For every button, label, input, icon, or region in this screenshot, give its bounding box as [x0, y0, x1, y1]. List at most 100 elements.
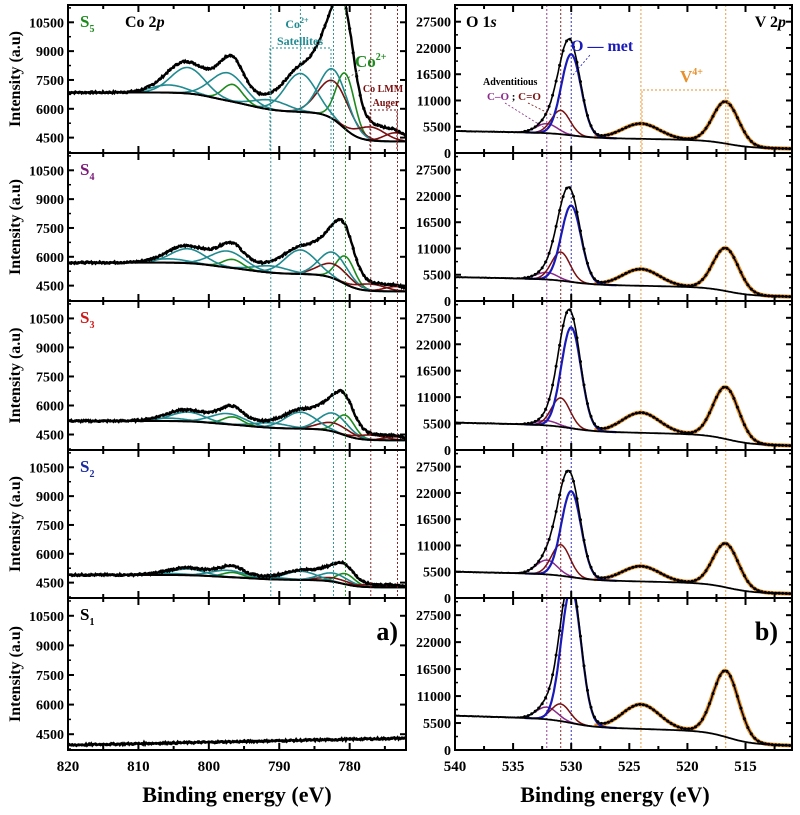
data-point — [235, 565, 239, 569]
c-eq-o-pointer — [527, 102, 559, 119]
data-point — [579, 634, 582, 638]
data-point — [523, 129, 527, 133]
data-point — [383, 583, 387, 587]
data-point — [365, 430, 369, 434]
data-point — [669, 280, 673, 284]
data-point — [742, 574, 746, 578]
data-point — [572, 45, 575, 49]
data-point — [115, 419, 119, 423]
satellites-label-2: Satellites — [277, 34, 323, 48]
data-point — [683, 431, 687, 435]
data-point — [133, 742, 137, 746]
data-point — [386, 736, 390, 741]
data-point — [662, 130, 666, 134]
data-point — [295, 738, 299, 743]
data-point — [277, 739, 281, 743]
data-point — [613, 422, 617, 426]
y-tick-label: 5500 — [423, 418, 451, 433]
x-tick-label: 530 — [560, 759, 583, 775]
data-point — [77, 90, 81, 95]
data-point — [196, 409, 200, 413]
x-tick-label: 800 — [198, 759, 221, 775]
data-point — [238, 247, 243, 251]
data-point — [305, 568, 309, 572]
data-point — [189, 60, 193, 64]
data-point — [763, 294, 767, 297]
data-point — [393, 434, 397, 438]
data-point — [372, 432, 376, 436]
subplot-frame — [67, 152, 407, 302]
data-point — [739, 567, 743, 570]
data-point — [355, 416, 359, 420]
data-point — [249, 85, 253, 89]
data-point — [547, 251, 551, 255]
data-point — [547, 397, 551, 401]
o-v-subplot-s5: 0 5500 11000 16500 22000 27500 — [416, 4, 793, 162]
data-point — [390, 283, 394, 287]
data-point — [210, 247, 214, 251]
data-point — [599, 280, 603, 284]
data-point — [711, 556, 715, 560]
data-point — [753, 142, 757, 146]
data-point — [196, 63, 200, 67]
data-point — [596, 279, 600, 283]
data-point — [326, 227, 331, 231]
y-tick-label: 7500 — [36, 222, 64, 237]
data-point — [725, 542, 729, 546]
data-point — [655, 273, 659, 277]
data-point — [760, 741, 764, 745]
data-point — [147, 417, 151, 421]
data-point — [547, 687, 551, 691]
data-point — [638, 411, 642, 415]
data-point — [551, 673, 555, 677]
data-point — [358, 737, 362, 741]
data-point — [735, 694, 739, 698]
data-point — [270, 574, 274, 578]
component-peak-auger — [68, 79, 405, 143]
data-point — [659, 275, 663, 279]
data-point — [112, 419, 116, 423]
data-point — [589, 124, 593, 128]
data-point — [316, 738, 320, 742]
data-point — [182, 244, 186, 248]
data-point — [526, 569, 530, 572]
data-point — [319, 234, 324, 239]
data-point — [586, 688, 589, 692]
data-point — [260, 419, 264, 423]
data-point — [683, 727, 687, 731]
y-tick-label: 5500 — [423, 717, 451, 732]
data-point — [302, 243, 306, 247]
left-xlabel: Binding energy (eV) — [142, 782, 331, 807]
y-tick-label: 9000 — [36, 193, 64, 208]
data-point — [586, 554, 589, 558]
data-point — [579, 360, 582, 364]
data-point — [704, 710, 708, 714]
data-point — [108, 260, 112, 265]
data-point — [129, 742, 133, 746]
data-point — [383, 125, 387, 129]
x-tick-label: 520 — [676, 759, 699, 775]
y-tick-label: 5500 — [423, 566, 451, 581]
data-point — [302, 568, 306, 572]
data-point — [708, 267, 711, 271]
data-point — [221, 406, 225, 410]
data-point — [365, 581, 369, 585]
v4-fit — [594, 668, 791, 748]
y-tick-label: 9000 — [36, 45, 64, 60]
data-point — [386, 583, 390, 587]
data-point — [596, 575, 600, 579]
data-point — [735, 263, 739, 267]
data-point — [200, 740, 204, 744]
data-point — [582, 247, 586, 251]
x-tick-label: 525 — [618, 759, 641, 775]
data-point — [249, 257, 253, 261]
y-tick-label: 27500 — [416, 609, 451, 624]
co-subplot-s2: 4500 6000 7500 9000 10500 Intensity (a.u) S2 — [7, 449, 407, 599]
data-point — [140, 259, 144, 263]
data-point — [638, 564, 642, 568]
data-point — [680, 283, 684, 287]
data-point — [355, 258, 359, 262]
data-point — [249, 572, 253, 576]
data-point — [186, 244, 190, 248]
data-point — [721, 100, 725, 104]
